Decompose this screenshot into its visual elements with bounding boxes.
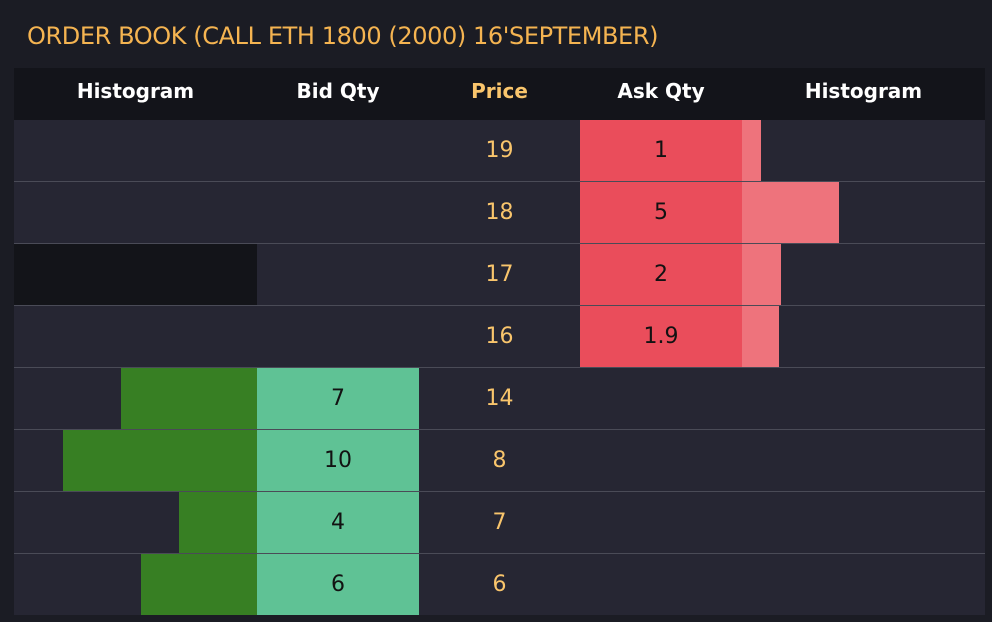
order-book-header: Histogram Bid Qty Price Ask Qty Histogra…: [14, 68, 985, 120]
bid-qty-value: 10: [324, 448, 352, 473]
price-cell: 6: [492, 572, 507, 597]
ask-qty-cell: [580, 182, 742, 243]
bid-qty-cell: [257, 554, 419, 615]
row-divider: [14, 429, 985, 430]
bid-histogram-bar: [141, 554, 257, 615]
row-divider: [14, 243, 985, 244]
ask-histogram-bar: [742, 244, 781, 305]
price-cell: 14: [485, 386, 514, 411]
ask-histogram-header[interactable]: Histogram: [804, 79, 923, 103]
bid-histogram-header[interactable]: Histogram: [76, 79, 195, 103]
bid-qty-cell: [257, 430, 419, 491]
empty-bid-histogram: [14, 244, 257, 305]
price-cell: 17: [485, 262, 514, 287]
ask-histogram-bar: [742, 306, 779, 367]
bid-row[interactable]: 10 8: [14, 430, 985, 491]
bid-qty-value: 4: [331, 510, 345, 535]
ask-qty-cell: [580, 306, 742, 367]
ask-histogram-bar: [742, 182, 839, 243]
price-cell: 18: [485, 200, 514, 225]
ask-qty-cell: [580, 120, 742, 181]
ask-qty-value: 2: [654, 262, 668, 287]
row-divider: [14, 181, 985, 182]
ask-histogram-bar: [742, 120, 761, 181]
bid-histogram-bar: [63, 430, 257, 491]
ask-qty-value: 1: [654, 138, 668, 163]
price-cell: 7: [492, 510, 507, 535]
bid-qty-cell: [257, 492, 419, 553]
ask-row[interactable]: 18 5: [14, 182, 985, 243]
bid-row[interactable]: 7 14: [14, 368, 985, 429]
bid-row[interactable]: 6 6: [14, 554, 985, 615]
ask-qty-value: 5: [654, 200, 668, 225]
bid-qty-header[interactable]: Bid Qty: [296, 79, 380, 103]
price-header[interactable]: Price: [471, 79, 528, 103]
bid-qty-cell: [257, 368, 419, 429]
ask-qty-cell: [580, 244, 742, 305]
bid-qty-value: 7: [331, 386, 345, 411]
ask-qty-value: 1.9: [643, 324, 679, 349]
row-divider: [14, 553, 985, 554]
ask-row[interactable]: 17 2: [14, 244, 985, 305]
price-cell: 16: [485, 324, 514, 349]
order-book-title: ORDER BOOK (CALL ETH 1800 (2000) 16'SEPT…: [27, 22, 659, 50]
row-divider: [14, 367, 985, 368]
ask-row[interactable]: 16 1.9: [14, 306, 985, 367]
bid-qty-value: 6: [331, 572, 345, 597]
row-divider: [14, 305, 985, 306]
bid-histogram-bar: [179, 492, 257, 553]
ask-qty-header[interactable]: Ask Qty: [617, 79, 705, 103]
price-cell: 8: [492, 448, 507, 473]
bid-row[interactable]: 4 7: [14, 492, 985, 553]
order-book-rows: 19 1 18 5 17 2 16 1.9: [14, 120, 985, 615]
bid-histogram-bar: [121, 368, 257, 429]
price-cell: 19: [485, 138, 514, 163]
row-divider: [14, 491, 985, 492]
ask-row[interactable]: 19 1: [14, 120, 985, 181]
